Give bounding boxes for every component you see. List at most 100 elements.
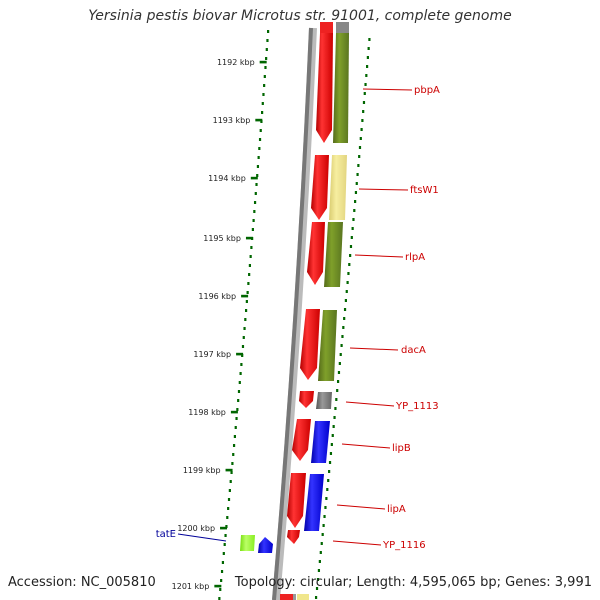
right-axis-dot bbox=[343, 317, 346, 320]
axis-dot bbox=[245, 300, 248, 303]
axis-dot bbox=[260, 120, 263, 123]
right-axis-dot bbox=[355, 182, 358, 185]
right-axis-dot bbox=[315, 587, 319, 590]
tick-label: 1199 kbp bbox=[183, 466, 221, 475]
gene-lipA-category[interactable] bbox=[304, 474, 324, 531]
right-axis-dot bbox=[366, 65, 369, 68]
gene-lipB-category[interactable] bbox=[311, 421, 330, 463]
right-axis-dot bbox=[340, 344, 343, 347]
right-axis-dot bbox=[359, 137, 362, 140]
right-axis-dot bbox=[349, 245, 353, 248]
gene-label-leader bbox=[358, 188, 409, 191]
axis-dot bbox=[267, 30, 270, 33]
axis-dot bbox=[227, 498, 231, 501]
gene-label-YP_1113[interactable]: YP_1113 bbox=[395, 401, 439, 412]
right-axis-dot bbox=[354, 200, 357, 203]
gene-label-lipB[interactable]: lipB bbox=[392, 443, 411, 454]
gene-tatE-category[interactable] bbox=[240, 535, 255, 551]
right-axis-dot bbox=[345, 290, 348, 293]
axis-dot bbox=[251, 228, 254, 231]
axis-dot bbox=[253, 210, 256, 213]
right-axis-dot bbox=[361, 119, 364, 122]
tick-label: 1193 kbp bbox=[213, 116, 251, 125]
right-axis-dot bbox=[319, 551, 322, 554]
gene-pbpA-cds[interactable] bbox=[316, 33, 333, 143]
gene-label-rlpA[interactable]: rlpA bbox=[405, 252, 425, 263]
gene-rlpA-cds[interactable] bbox=[307, 222, 325, 285]
gene-label-pbpA[interactable]: pbpA bbox=[414, 85, 440, 96]
gene-label-ftsW1[interactable]: ftsW1 bbox=[410, 185, 439, 196]
tick-mark bbox=[241, 294, 249, 298]
gene-lipA-cds[interactable] bbox=[287, 473, 306, 528]
axis-dot bbox=[230, 471, 233, 474]
axis-dot bbox=[243, 327, 246, 330]
gene-dacA-category[interactable] bbox=[318, 310, 337, 381]
axis-dot bbox=[244, 318, 247, 321]
tick-mark bbox=[250, 176, 258, 180]
axis-dot bbox=[220, 570, 224, 573]
axis-dot bbox=[231, 462, 234, 465]
gene-ftsW1-category[interactable] bbox=[329, 155, 347, 220]
axis-dot bbox=[234, 426, 237, 429]
gene-label-lipA[interactable]: lipA bbox=[387, 504, 406, 515]
tick-mark bbox=[255, 118, 263, 122]
axis-dot bbox=[255, 183, 258, 186]
axis-dot bbox=[229, 480, 232, 483]
right-axis-dot bbox=[317, 569, 321, 572]
top-partial-gray bbox=[336, 22, 349, 33]
right-axis-dot bbox=[358, 155, 361, 158]
right-axis-dot bbox=[343, 308, 347, 311]
axis-dot bbox=[262, 93, 265, 96]
right-axis-dot bbox=[363, 92, 366, 95]
tick-mark bbox=[236, 352, 244, 356]
axis-dot bbox=[261, 111, 264, 114]
axis-dot bbox=[232, 453, 235, 456]
features bbox=[240, 22, 349, 600]
tick-label: 1196 kbp bbox=[198, 292, 236, 301]
right-axis-dot bbox=[348, 263, 351, 266]
gene-tatE-cds[interactable] bbox=[258, 537, 273, 553]
right-axis-dot bbox=[322, 524, 325, 527]
gene-YP_1113-cds[interactable] bbox=[299, 391, 314, 408]
axis-dot bbox=[237, 390, 241, 393]
axis-dot bbox=[240, 363, 243, 366]
gene-label-leader bbox=[341, 443, 391, 449]
axis-dot bbox=[241, 354, 244, 357]
right-axis-dot bbox=[334, 407, 337, 410]
axis-dot bbox=[253, 201, 257, 204]
tick-label: 1194 kbp bbox=[208, 174, 246, 183]
right-axis-dot bbox=[342, 326, 345, 329]
gene-rlpA-category[interactable] bbox=[324, 222, 343, 287]
gene-lipB-cds[interactable] bbox=[292, 419, 311, 461]
axis-dot bbox=[259, 129, 262, 132]
right-axis-dot bbox=[351, 227, 354, 230]
right-axis-dot bbox=[352, 218, 355, 221]
axis-dot bbox=[235, 417, 238, 420]
right-axis-dot bbox=[354, 191, 358, 194]
axis-dot bbox=[233, 435, 237, 438]
gene-YP_1113-category[interactable] bbox=[316, 392, 332, 409]
map-title: Yersinia pestis biovar Microtus str. 910… bbox=[88, 8, 512, 24]
right-axis-dot bbox=[332, 425, 335, 428]
right-axis-dot bbox=[329, 452, 333, 455]
right-axis-dot bbox=[320, 542, 323, 545]
right-axis-dot bbox=[357, 164, 360, 167]
bottom-partial-yellow bbox=[297, 594, 309, 600]
tick-mark bbox=[245, 236, 253, 240]
tick-label: 1201 kbp bbox=[172, 582, 210, 591]
axis-dot bbox=[257, 156, 260, 159]
gene-label-tatE[interactable]: tatE bbox=[156, 529, 176, 540]
right-axis-dot bbox=[321, 533, 324, 536]
gene-label-leader bbox=[349, 347, 399, 351]
gene-label-YP_1116[interactable]: YP_1116 bbox=[382, 540, 426, 551]
gene-pbpA-category[interactable] bbox=[333, 33, 349, 143]
gene-label-dacA[interactable]: dacA bbox=[401, 345, 426, 356]
gene-dacA-cds[interactable] bbox=[300, 309, 320, 380]
right-axis-dot bbox=[324, 506, 327, 509]
gene-YP_1116-cds[interactable] bbox=[287, 530, 300, 544]
axis-dot bbox=[236, 408, 239, 411]
right-axis-dot bbox=[368, 38, 371, 41]
axis-dot bbox=[226, 516, 229, 519]
gene-ftsW1-cds[interactable] bbox=[311, 155, 329, 220]
